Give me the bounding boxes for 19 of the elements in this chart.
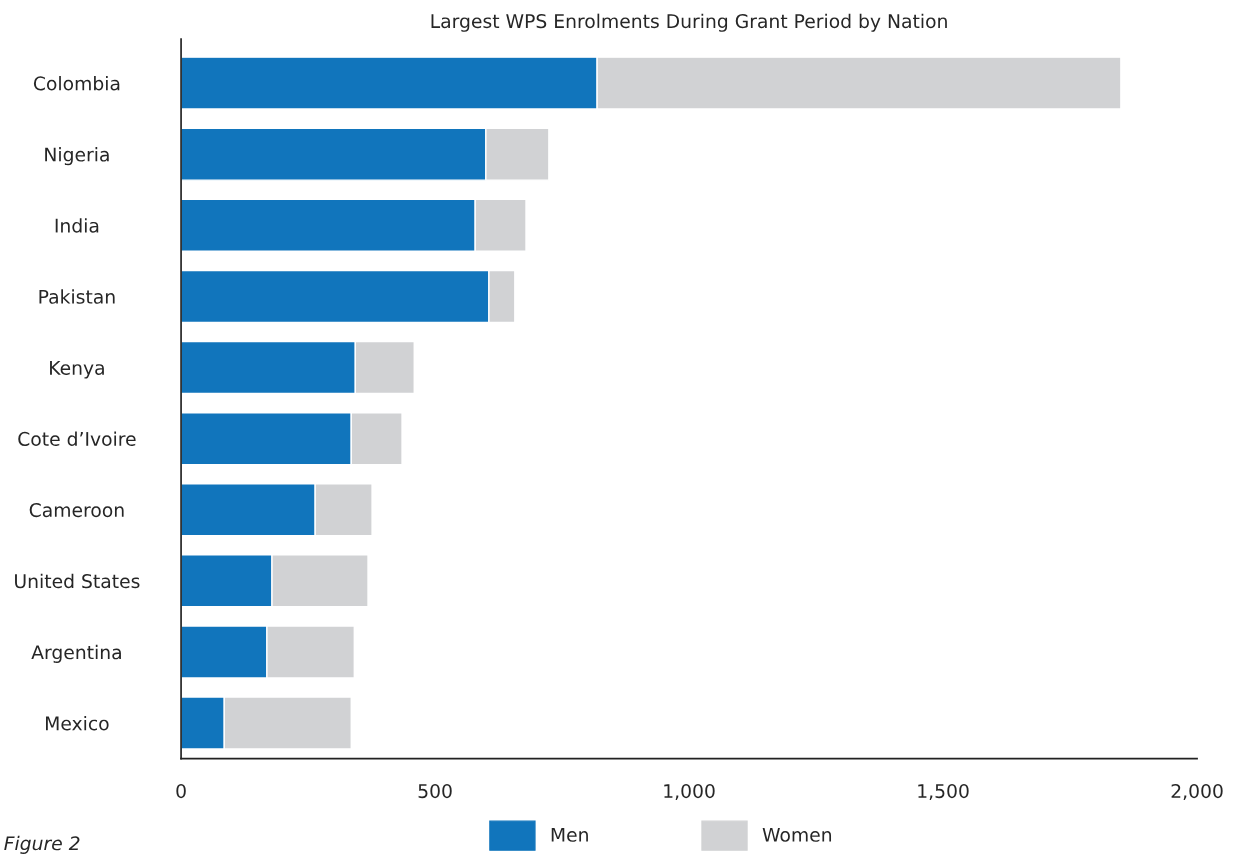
legend-label: Men (551, 827, 588, 842)
x-tick-label: 1,000 (664, 783, 715, 801)
chart-title: Largest WPS Enrolments During Grant Period by Nation (431, 13, 947, 32)
x-tick-label: 1,500 (918, 783, 969, 801)
legend-label: Women (762, 827, 832, 842)
x-tick-label: 500 (418, 783, 452, 799)
y-tick-label: Colombia (33, 75, 120, 91)
y-tick-label: Cote d’Ivoire (18, 431, 136, 447)
caption: Figure 2 (4, 835, 80, 854)
x-tick-label: 2,000 (1171, 783, 1223, 801)
y-tick-label: Argentina (31, 644, 121, 663)
y-tick-label: United States (15, 573, 140, 589)
y-tick-label: Pakistan (39, 289, 115, 304)
y-tick-label: Mexico (46, 715, 109, 731)
y-tick-label: India (55, 218, 99, 233)
y-tick-label: Cameroon (29, 502, 124, 518)
y-tick-label: Nigeria (45, 147, 109, 166)
x-tick-label: 0 (176, 783, 186, 799)
y-tick-label: Kenya (50, 360, 104, 379)
